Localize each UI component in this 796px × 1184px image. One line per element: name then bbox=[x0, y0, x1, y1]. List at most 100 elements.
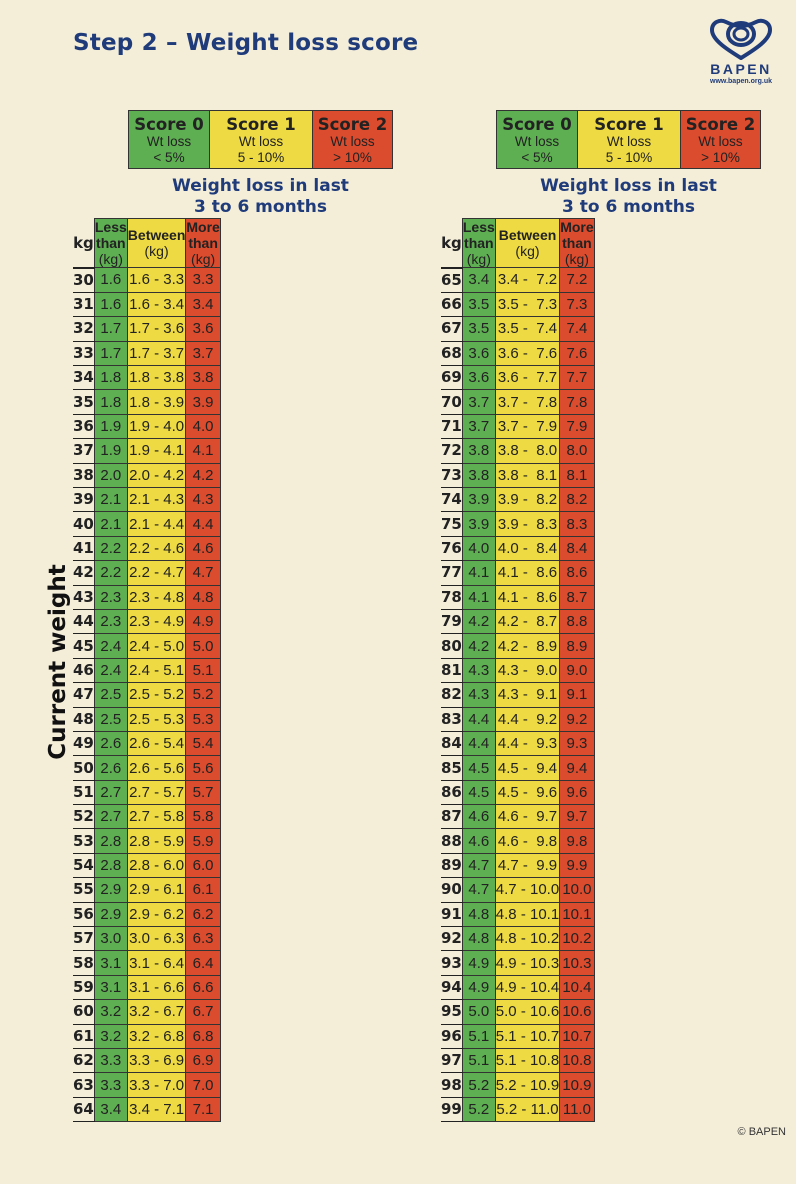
score-1-cell: 3.8 - 8.1 bbox=[494, 462, 561, 489]
score-0-cell: 4.7 bbox=[461, 852, 496, 879]
score-2-cell: 9.2 bbox=[559, 706, 595, 732]
score-2-cell: 6.2 bbox=[185, 901, 221, 928]
table-row: 58 3.1 3.1 - 6.4 6.4 bbox=[73, 950, 221, 976]
score-1-cell: 2.1 - 4.4 bbox=[126, 511, 187, 537]
score-2-cell: 3.4 bbox=[185, 291, 221, 318]
weight-kg-cell: 89 bbox=[441, 853, 463, 879]
score-1-cell: 3.2 - 6.7 bbox=[126, 999, 187, 1025]
score-1-cell: 5.1 - 10.7 bbox=[494, 1023, 561, 1050]
score-line: Wt loss bbox=[330, 134, 375, 149]
score-0-cell: 3.4 bbox=[461, 267, 496, 293]
table-row: 88 4.6 4.6 - 9.8 9.8 bbox=[441, 828, 595, 854]
score-1-cell: 3.5 - 7.4 bbox=[494, 316, 561, 342]
table-row: 38 2.0 2.0 - 4.2 4.2 bbox=[73, 462, 221, 489]
weight-kg-cell: 77 bbox=[441, 560, 463, 586]
weight-kg-cell: 90 bbox=[441, 877, 463, 903]
score-2-cell: 3.8 bbox=[185, 365, 221, 391]
score-2-cell: 11.0 bbox=[559, 1096, 595, 1123]
weight-kg-cell: 93 bbox=[441, 950, 463, 976]
weight-kg-cell: 41 bbox=[73, 536, 95, 562]
score-2-cell: 8.4 bbox=[559, 535, 595, 562]
weight-kg-cell: 65 bbox=[441, 267, 463, 293]
score-1-cell: 1.8 - 3.8 bbox=[126, 365, 187, 391]
table-row: 35 1.8 1.8 - 3.9 3.9 bbox=[73, 389, 221, 415]
score-2-cell: 5.8 bbox=[185, 804, 221, 830]
score-1-box: Score 1 Wt loss 5 - 10% bbox=[210, 110, 313, 169]
score-0-cell: 2.0 bbox=[93, 462, 128, 489]
score-1-cell: 1.8 - 3.9 bbox=[126, 389, 187, 415]
score-range: < 5% bbox=[153, 150, 185, 165]
score-0-cell: 2.6 bbox=[93, 755, 128, 781]
score-range: 5 - 10% bbox=[237, 150, 285, 165]
score-2-cell: 10.7 bbox=[559, 1023, 595, 1050]
table-row: 41 2.2 2.2 - 4.6 4.6 bbox=[73, 535, 221, 562]
score-0-cell: 1.6 bbox=[93, 267, 128, 293]
weight-kg-cell: 55 bbox=[73, 877, 95, 903]
score-1-cell: 4.3 - 9.1 bbox=[494, 682, 561, 708]
table-row: 96 5.1 5.1 - 10.7 10.7 bbox=[441, 1023, 595, 1050]
score-1-cell: 4.2 - 8.7 bbox=[494, 608, 561, 635]
weight-kg-cell: 30 bbox=[73, 267, 95, 293]
score-2-cell: 8.8 bbox=[559, 608, 595, 635]
table-row: 50 2.6 2.6 - 5.6 5.6 bbox=[73, 755, 221, 781]
score-2-cell: 7.6 bbox=[559, 340, 595, 367]
score-1-cell: 4.9 - 10.3 bbox=[494, 950, 561, 976]
weight-kg-cell: 74 bbox=[441, 487, 463, 513]
score-1-cell: 2.8 - 6.0 bbox=[126, 852, 187, 879]
score-title: Score 2 bbox=[317, 115, 388, 134]
score-0-cell: 1.9 bbox=[93, 438, 128, 464]
score-2-cell: 9.4 bbox=[559, 755, 595, 781]
score-0-cell: 2.8 bbox=[93, 852, 128, 879]
table-row: 68 3.6 3.6 - 7.6 7.6 bbox=[441, 340, 595, 367]
score-2-cell: 10.8 bbox=[559, 1047, 595, 1074]
score-line: Wt loss bbox=[238, 134, 284, 149]
score-1-cell: 4.7 - 10.0 bbox=[494, 877, 561, 903]
score-1-cell: 4.1 - 8.6 bbox=[494, 584, 561, 610]
table-row: 53 2.8 2.8 - 5.9 5.9 bbox=[73, 828, 221, 854]
table-row: 66 3.5 3.5 - 7.3 7.3 bbox=[441, 291, 595, 318]
weight-kg-cell: 60 bbox=[73, 999, 95, 1025]
score-0-cell: 4.7 bbox=[461, 877, 496, 903]
weight-kg-cell: 76 bbox=[441, 536, 463, 562]
score-2-cell: 5.7 bbox=[185, 779, 221, 806]
score-0-cell: 1.8 bbox=[93, 365, 128, 391]
score-2-cell: 8.0 bbox=[559, 438, 595, 464]
score-0-cell: 2.5 bbox=[93, 682, 128, 708]
score-1-cell: 2.4 - 5.1 bbox=[126, 657, 187, 684]
table-row: 46 2.4 2.4 - 5.1 5.1 bbox=[73, 657, 221, 684]
score-0-cell: 4.9 bbox=[461, 974, 496, 1001]
weight-kg-cell: 44 bbox=[73, 609, 95, 635]
table-row: 65 3.4 3.4 - 7.2 7.2 bbox=[441, 267, 595, 293]
table-row: 72 3.8 3.8 - 8.0 8.0 bbox=[441, 438, 595, 464]
table-row: 79 4.2 4.2 - 8.7 8.8 bbox=[441, 608, 595, 635]
score-0-cell: 1.7 bbox=[93, 316, 128, 342]
table-row: 51 2.7 2.7 - 5.7 5.7 bbox=[73, 779, 221, 806]
score-2-cell: 6.9 bbox=[185, 1047, 221, 1074]
weight-kg-cell: 46 bbox=[73, 658, 95, 684]
weight-kg-cell: 79 bbox=[441, 609, 463, 635]
weight-kg-cell: 68 bbox=[441, 341, 463, 367]
score-0-cell: 2.7 bbox=[93, 779, 128, 806]
score-0-cell: 4.2 bbox=[461, 608, 496, 635]
table-row: 54 2.8 2.8 - 6.0 6.0 bbox=[73, 852, 221, 879]
score-0-cell: 5.0 bbox=[461, 999, 496, 1025]
score-0-cell: 2.2 bbox=[93, 535, 128, 562]
score-0-cell: 3.8 bbox=[461, 438, 496, 464]
score-title: Score 1 bbox=[594, 115, 664, 134]
score-legend: Score 0 Wt loss < 5% Score 1 Wt loss 5 -… bbox=[496, 110, 761, 169]
score-0-cell: 3.1 bbox=[93, 950, 128, 976]
bapen-heart-logo-icon bbox=[709, 18, 773, 60]
score-0-cell: 3.2 bbox=[93, 999, 128, 1025]
score-1-cell: 3.9 - 8.3 bbox=[494, 511, 561, 537]
score-1-cell: 3.2 - 6.8 bbox=[126, 1023, 187, 1050]
score-1-cell: 3.4 - 7.2 bbox=[494, 267, 561, 293]
score-0-cell: 3.3 bbox=[93, 1072, 128, 1098]
score-1-cell: 4.1 - 8.6 bbox=[494, 560, 561, 586]
score-0-cell: 4.0 bbox=[461, 535, 496, 562]
score-0-cell: 3.3 bbox=[93, 1047, 128, 1074]
score-2-cell: 3.7 bbox=[185, 340, 221, 367]
score-2-cell: 10.1 bbox=[559, 901, 595, 928]
score-0-cell: 2.1 bbox=[93, 511, 128, 537]
score-1-cell: 2.9 - 6.2 bbox=[126, 901, 187, 928]
score-2-cell: 7.9 bbox=[559, 413, 595, 440]
